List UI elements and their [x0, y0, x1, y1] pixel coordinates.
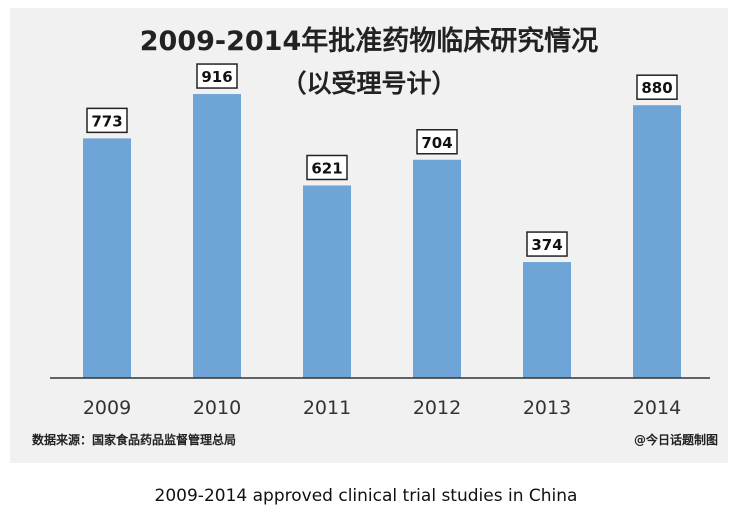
data-label-box-2011 [306, 154, 348, 181]
x-tick-2010: 2010 [193, 397, 241, 419]
x-tick-2013: 2013 [523, 397, 571, 419]
bars-group: 773 916 621 704 374 880 [83, 63, 681, 378]
bar-2013 [523, 262, 571, 378]
bar-2010 [193, 94, 241, 378]
bar-2011 [303, 185, 351, 378]
chart-subtitle: （以受理号计） [281, 69, 456, 98]
x-tick-2012: 2012 [413, 397, 461, 419]
chart-panel: 2009-2014年批准药物临床研究情况 （以受理号计） 773 916 621 70… [10, 8, 728, 463]
data-label-box-2014 [636, 74, 678, 100]
x-tick-2014: 2014 [633, 397, 681, 419]
bar-chart: 2009-2014年批准药物临床研究情况 （以受理号计） 773 916 621 70… [32, 25, 718, 447]
data-label-box-2009 [86, 107, 128, 134]
chart-title: 2009-2014年批准药物临床研究情况 [140, 25, 599, 57]
data-label-2013: 374 [531, 236, 562, 254]
data-label-2014: 880 [641, 79, 672, 97]
source-note: 数据来源：国家食品药品监督管理总局 [32, 432, 236, 447]
bar-2012 [413, 159, 461, 378]
bar-2009 [83, 138, 131, 378]
data-label-box-2012 [416, 129, 458, 155]
bar-2014 [633, 105, 681, 378]
data-label-box-2013 [526, 231, 568, 257]
data-label-2010: 916 [201, 68, 232, 86]
data-label-2012: 704 [421, 134, 452, 152]
data-label-box-2010 [196, 63, 238, 89]
data-label-2011: 621 [311, 159, 342, 177]
x-tick-labels: 2009 2010 2011 2012 2013 2014 [83, 397, 681, 419]
x-tick-2011: 2011 [303, 397, 351, 419]
data-label-2009: 773 [91, 112, 122, 130]
x-tick-2009: 2009 [83, 397, 131, 419]
figure-caption: 2009-2014 approved clinical trial studie… [154, 486, 578, 506]
watermark: @今日话题制图 [634, 432, 718, 447]
